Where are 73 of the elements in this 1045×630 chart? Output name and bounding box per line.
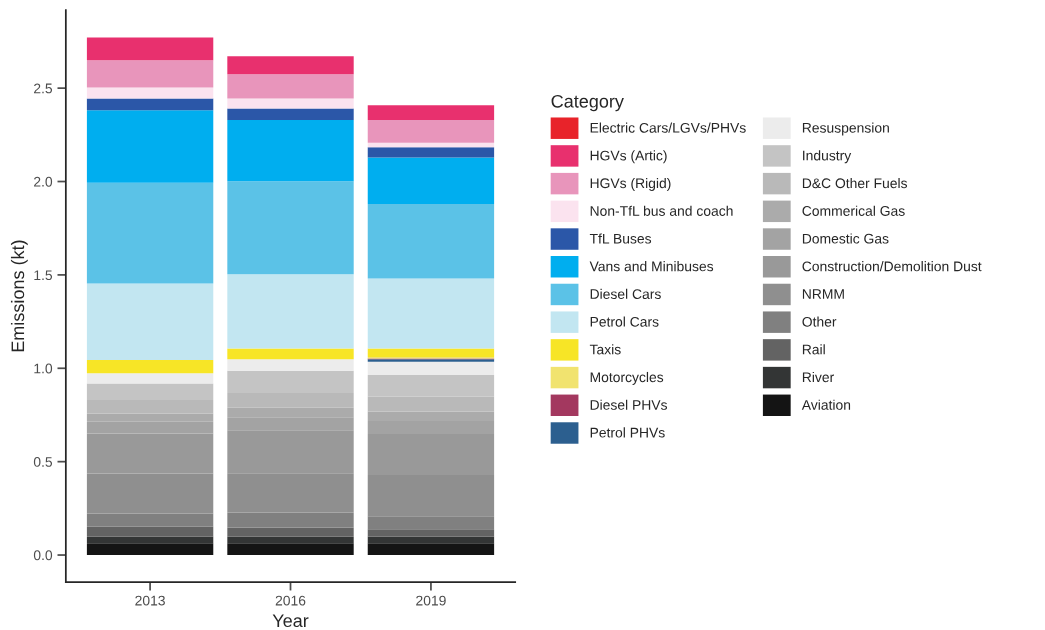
y-tick-label: 0.5	[33, 457, 53, 467]
legend-label: Other	[802, 316, 837, 327]
bar	[86, 373, 214, 384]
legend-label: Rail	[802, 344, 825, 355]
legend-label: Motorcycles	[590, 371, 664, 385]
bar	[227, 108, 354, 121]
legend-label: D&C Other Fuels	[802, 177, 908, 189]
legend-label: River	[802, 371, 834, 383]
y-tick-label: 2.0	[34, 176, 53, 187]
x-tick-label: 2016	[275, 595, 306, 606]
legend-label: TfL Buses	[589, 233, 652, 244]
legend-label: Diesel Cars	[590, 288, 661, 300]
x-axis-title: Year	[272, 614, 309, 628]
bar	[367, 157, 495, 205]
bar	[227, 98, 354, 109]
bar	[86, 87, 214, 99]
legend-label: HGVs (Rigid)	[590, 177, 671, 191]
bar	[367, 120, 495, 143]
bar	[367, 278, 495, 349]
bar	[227, 274, 354, 349]
y-tick-label: 2.5	[34, 83, 53, 94]
bar	[367, 361, 495, 376]
legend-label: Construction/Demolition Dust	[802, 261, 982, 272]
y-tick-label: 0.0	[33, 550, 53, 561]
x-tick-label: 2019	[416, 595, 446, 606]
bar	[367, 348, 495, 357]
bar	[86, 360, 214, 374]
legend-label: Aviation	[801, 399, 851, 410]
legend-label: Taxis	[589, 344, 621, 355]
legend-label: Electric Cars/LGVs/PHVs	[590, 122, 746, 133]
bar	[86, 536, 214, 544]
bar	[86, 37, 214, 61]
bar	[227, 359, 354, 371]
y-tick-label: 1.0	[34, 363, 53, 374]
bar	[86, 98, 214, 111]
y-axis-title: Emissions (kt)	[10, 240, 28, 352]
legend-label: Industry	[803, 150, 852, 164]
bar	[367, 536, 495, 544]
legend-label: Domestic Gas	[802, 233, 889, 244]
bar	[86, 283, 214, 361]
bar	[227, 120, 354, 182]
y-tick-label: 1.5	[34, 270, 53, 281]
legend-label: Petrol PHVs	[590, 427, 665, 438]
bar	[227, 348, 354, 360]
legend-title: Category	[551, 94, 624, 112]
bar	[227, 527, 354, 537]
bar	[86, 182, 214, 284]
bar	[86, 513, 214, 527]
bar	[227, 181, 354, 275]
legend-label: Resuspension	[802, 122, 889, 136]
bar	[86, 543, 214, 556]
bar	[367, 543, 495, 556]
bar	[86, 110, 214, 183]
x-tick-label: 2013	[135, 595, 165, 606]
legend-label: Vans and Minibuses	[589, 261, 714, 272]
bar	[227, 512, 354, 528]
legend-label: HGVs (Artic)	[590, 150, 667, 164]
bar	[367, 147, 495, 158]
bar	[227, 74, 354, 99]
legend-label: NRMM	[802, 289, 844, 299]
bar	[367, 105, 495, 121]
bar	[86, 60, 214, 88]
legend-label: Commerical Gas	[802, 205, 905, 216]
legend-label: Non-TfL bus and coach	[590, 205, 733, 216]
bar	[86, 526, 214, 537]
legend-label: Diesel PHVs	[590, 399, 668, 410]
bar	[227, 543, 354, 556]
bar	[367, 529, 495, 537]
bar	[367, 516, 495, 530]
bar	[227, 56, 354, 75]
legend-label: Petrol Cars	[590, 316, 659, 327]
bar	[227, 536, 354, 544]
bar	[367, 204, 495, 279]
